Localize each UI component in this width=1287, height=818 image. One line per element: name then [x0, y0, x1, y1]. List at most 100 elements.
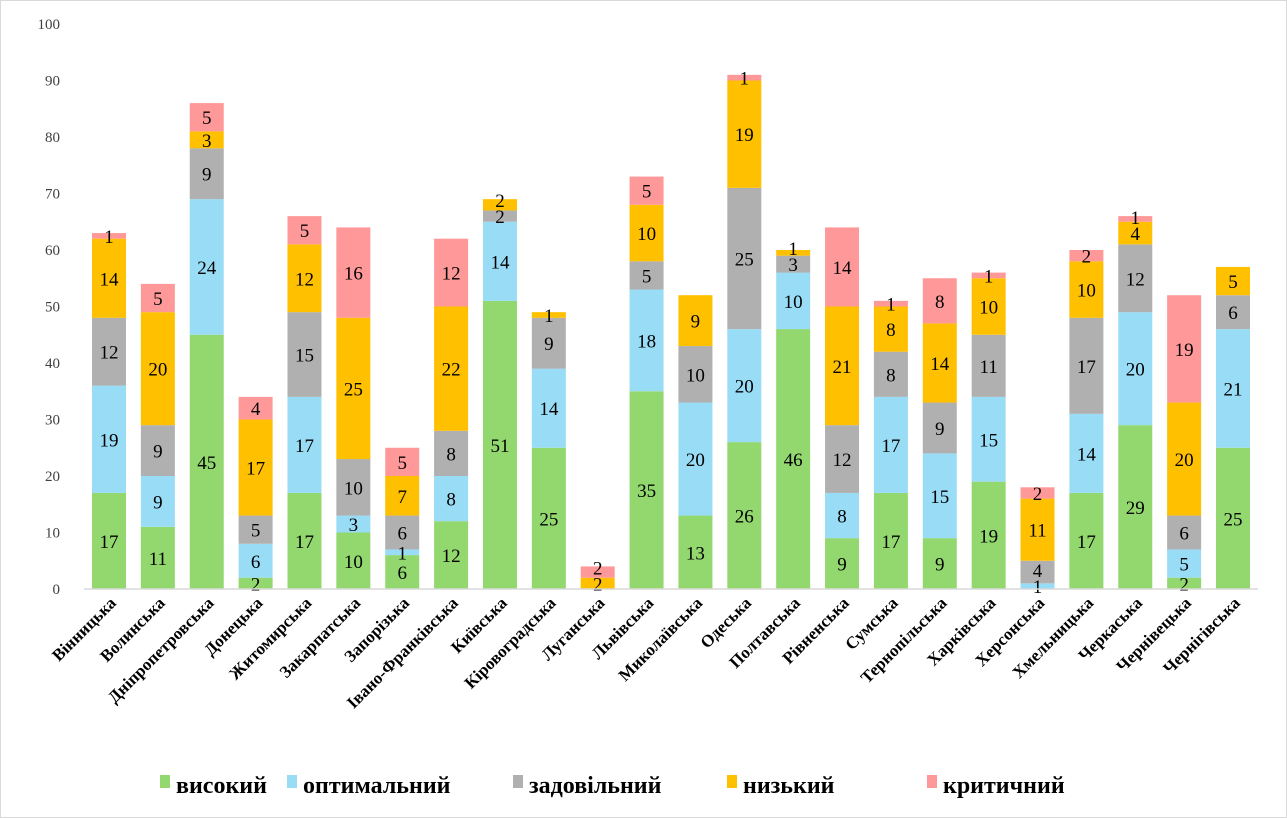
data-label: 14: [539, 399, 559, 420]
bar-segment: [727, 80, 762, 188]
data-label: 10: [686, 365, 705, 386]
data-label: 45: [197, 453, 216, 474]
bar-segment: [678, 515, 713, 589]
bar-segment: [140, 312, 175, 426]
bar-segment: [727, 442, 762, 589]
bar-segment: [678, 295, 713, 347]
bar-stack: 25 21 6 5: [1216, 266, 1250, 589]
bar-segment: [922, 453, 957, 539]
data-label: 2: [1082, 247, 1092, 268]
data-label: 5: [642, 182, 652, 203]
bar-segment: [238, 543, 273, 578]
legend-label: низький: [743, 773, 835, 799]
bar-segment: [1069, 413, 1104, 493]
bar-segment: [238, 515, 273, 544]
data-label: 5: [1228, 272, 1238, 293]
bar-stack: 46 10 31: [776, 239, 811, 589]
data-label: 5: [251, 521, 261, 542]
data-label: 20: [1175, 450, 1194, 471]
bar-segment: [140, 425, 175, 476]
data-label: 25: [344, 379, 363, 400]
bar-segment: [1069, 317, 1104, 414]
bar-segment: [434, 430, 469, 476]
data-label: 25: [735, 249, 754, 270]
legend-swatch: [927, 775, 937, 788]
data-label: 19: [735, 125, 754, 146]
data-label: 8: [837, 507, 847, 528]
bar-segment: [1020, 560, 1055, 584]
data-label: 9: [837, 555, 847, 576]
legend-label: високий: [176, 773, 267, 799]
bar-stack: 22: [580, 558, 615, 595]
bar-segment: [1216, 447, 1250, 589]
bar-stack: 26 5 17 4: [238, 396, 273, 595]
bar-segment: [1167, 295, 1202, 403]
bar-segment: [1118, 244, 1153, 313]
data-label: 51: [490, 436, 509, 457]
data-label: 5: [202, 108, 212, 129]
y-tick-label: 30: [45, 413, 60, 429]
data-label: 10: [637, 224, 656, 245]
data-label: 8: [935, 292, 945, 313]
bar-segment: [971, 272, 1006, 279]
legend-label: оптимальний: [303, 773, 451, 799]
data-label: 9: [691, 312, 701, 333]
data-label: 20: [1126, 360, 1145, 381]
data-label: 11: [1028, 521, 1046, 542]
data-label: 5: [642, 266, 652, 287]
data-label: 21: [833, 357, 852, 378]
data-label: 6: [251, 552, 261, 573]
data-label: 9: [153, 442, 163, 463]
data-label: 12: [295, 269, 314, 290]
data-label: 10: [344, 552, 363, 573]
bar-segment: [971, 396, 1006, 482]
bar-segment: [189, 103, 224, 132]
bar-segment: [287, 312, 322, 397]
bar-segment: [580, 577, 615, 589]
data-label: 14: [490, 252, 510, 273]
data-label: 12: [442, 264, 461, 285]
bar-segment: [1020, 583, 1055, 589]
bar-segment: [922, 323, 957, 403]
bar-segment: [140, 526, 175, 589]
bar-segment: [922, 538, 957, 589]
bar-segment: [580, 566, 615, 578]
bar-segment: [873, 492, 908, 589]
bar-segment: [1118, 216, 1153, 222]
bar-stack: 17 17 15 12 5: [287, 216, 322, 589]
bar-segment: [678, 402, 713, 516]
data-label: 21: [1224, 379, 1243, 400]
bar-stack: 25 6 20 19: [1167, 295, 1202, 595]
bar-segment: [776, 250, 811, 256]
bar-segment: [727, 74, 762, 81]
bar-stack: 10 3 10 25 16: [336, 227, 371, 589]
data-label: 6: [397, 563, 407, 584]
data-label: 15: [930, 487, 949, 508]
bar-segment: [531, 447, 566, 589]
data-label: 35: [637, 481, 656, 502]
bar-segment: [385, 549, 420, 556]
bar-stack: 25 14 9 1: [531, 306, 566, 589]
bar-segment: [140, 283, 175, 313]
bar-segment: [825, 538, 860, 589]
data-label: 8: [446, 490, 456, 511]
data-label: 4: [1033, 561, 1043, 582]
bar-segment: [1216, 295, 1250, 330]
legend-swatch: [287, 775, 297, 788]
data-label: 17: [295, 436, 314, 457]
bar-segment: [287, 396, 322, 493]
bar-segment: [531, 317, 566, 369]
legend-label: задовільний: [529, 773, 662, 799]
bar-segment: [434, 238, 469, 307]
data-label: 19: [100, 430, 119, 451]
bar-stack: 35 18 5 10 5: [629, 176, 664, 589]
data-label: 7: [397, 487, 407, 508]
bar-segment: [189, 199, 224, 335]
data-label: 1: [397, 543, 407, 564]
bar-segment: [1216, 266, 1250, 296]
y-tick-label: 40: [45, 356, 60, 372]
bar-segment: [629, 204, 664, 262]
bar-segment: [776, 329, 811, 589]
bar-segment: [727, 187, 762, 330]
data-label: 10: [1077, 281, 1096, 302]
